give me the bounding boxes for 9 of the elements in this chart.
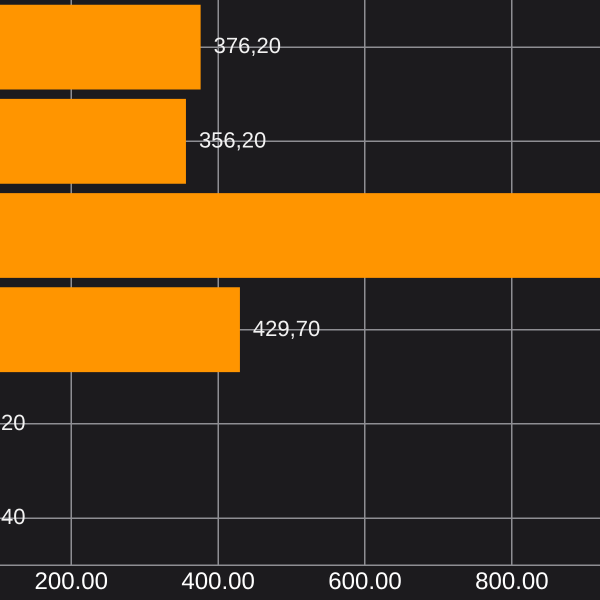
x-tick-label: 400.00 — [181, 568, 255, 596]
data-label: 356,20 — [198, 127, 266, 152]
text: 20 — [1, 410, 26, 435]
data-label: 376,20 — [214, 33, 281, 58]
data-label: 429,70 — [252, 316, 320, 341]
x-tick-label: 600.00 — [328, 568, 402, 596]
x-tick-label: 800.00 — [475, 568, 549, 596]
text: 40 — [1, 504, 26, 530]
x-tick-label: 200.00 — [34, 568, 108, 596]
